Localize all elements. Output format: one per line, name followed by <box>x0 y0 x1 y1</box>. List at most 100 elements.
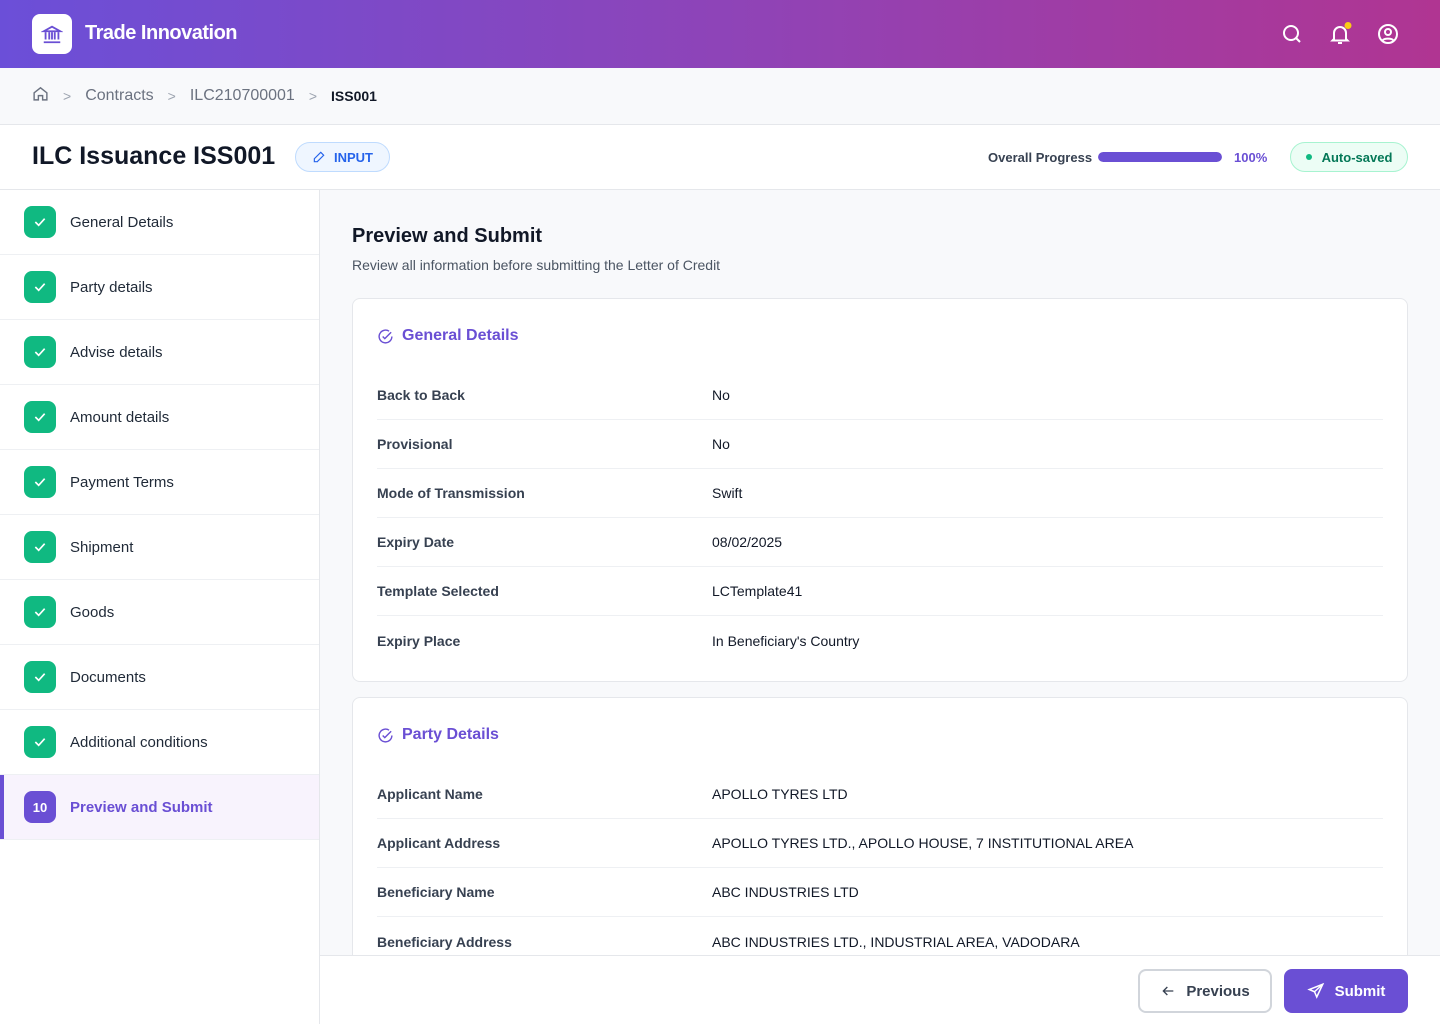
detail-label: Applicant Address <box>377 835 501 851</box>
detail-value: ABC INDUSTRIES LTD <box>712 884 859 900</box>
detail-row: Expiry Place In Beneficiary's Country <box>377 616 1383 665</box>
step-number: 10 <box>24 791 56 823</box>
submit-button[interactable]: Submit <box>1284 969 1408 1013</box>
card-title: General Details <box>402 327 519 344</box>
detail-value: Swift <box>712 485 743 501</box>
top-bar: Trade Innovation <box>0 0 1440 68</box>
detail-value: 08/02/2025 <box>712 534 783 550</box>
breadcrumb-contract-id[interactable]: ILC210700001 <box>189 87 295 104</box>
progress-value: 100% <box>1234 150 1268 165</box>
detail-row: Back to Back No <box>377 371 1383 420</box>
progress-label: Overall Progress <box>988 150 1093 165</box>
detail-label: Expiry Place <box>377 632 461 649</box>
step-item[interactable]: Additional conditions <box>0 710 319 775</box>
progress-fill <box>1098 152 1222 162</box>
breadcrumb-contracts[interactable]: Contracts <box>85 87 154 104</box>
detail-row: Template Selected LCTemplate41 <box>377 567 1383 616</box>
chevron-right-icon: > <box>308 88 318 104</box>
detail-value: No <box>712 436 730 452</box>
section-subtitle: Review all information before submitting… <box>352 257 721 273</box>
bell-icon[interactable] <box>1328 22 1352 46</box>
mode-badge: INPUT <box>295 142 390 172</box>
status-dot-icon <box>1305 154 1312 160</box>
auto-saved-badge: Auto-saved <box>1290 142 1408 172</box>
step-item[interactable]: Party details <box>0 255 319 320</box>
detail-label: Applicant Name <box>377 786 483 802</box>
detail-row: Beneficiary Name ABC INDUSTRIES LTD <box>377 868 1383 917</box>
step-label: Party details <box>70 278 153 296</box>
check-icon <box>24 466 56 498</box>
step-item[interactable]: Shipment <box>0 515 319 580</box>
brand-name: Trade Innovation <box>85 22 238 44</box>
detail-value: ABC INDUSTRIES LTD., INDUSTRIAL AREA, VA… <box>712 933 1080 950</box>
step-label: Amount details <box>70 408 170 426</box>
step-item[interactable]: Goods <box>0 580 319 645</box>
send-icon <box>1306 982 1324 999</box>
detail-row: Applicant Address APOLLO TYRES LTD., APOL… <box>377 819 1383 868</box>
detail-row: Applicant Name APOLLO TYRES LTD <box>377 770 1383 819</box>
step-label: Payment Terms <box>70 473 174 491</box>
step-item[interactable]: Amount details <box>0 385 319 450</box>
breadcrumb-current: ISS001 <box>331 88 377 104</box>
check-icon <box>24 531 56 563</box>
detail-label: Beneficiary Address <box>377 933 512 950</box>
detail-row: Provisional No <box>377 420 1383 469</box>
check-circle-icon <box>378 727 393 743</box>
chevron-right-icon: > <box>167 88 176 104</box>
previous-button[interactable]: Previous <box>1138 969 1272 1013</box>
card-title: Party Details <box>402 726 499 743</box>
card-header: General Details <box>377 299 1383 371</box>
detail-row: Mode of Transmission Swift <box>377 469 1383 518</box>
step-item[interactable]: General Details <box>0 190 319 255</box>
card-header: Party Details <box>377 698 1383 770</box>
user-account-icon[interactable] <box>1376 22 1400 46</box>
step-item[interactable]: Payment Terms <box>0 450 319 515</box>
detail-value: LCTemplate41 <box>712 583 803 599</box>
step-label: General Details <box>70 213 174 231</box>
detail-label: Mode of Transmission <box>377 485 525 501</box>
section-title: Preview and Submit <box>352 225 543 247</box>
detail-label: Expiry Date <box>377 534 455 550</box>
check-icon <box>24 401 56 433</box>
step-label: Advise details <box>70 343 163 361</box>
detail-label: Beneficiary Name <box>377 884 495 900</box>
submit-label: Submit <box>1334 982 1386 1000</box>
detail-label: Template Selected <box>377 583 499 599</box>
detail-row: Expiry Date 08/02/2025 <box>377 518 1383 567</box>
mode-badge-label: INPUT <box>334 149 373 165</box>
step-item[interactable]: Documents <box>0 645 319 710</box>
footer-actions: Previous Submit <box>320 955 1440 1024</box>
step-label: Goods <box>70 603 115 621</box>
detail-value: APOLLO TYRES LTD <box>712 786 848 802</box>
summary-card: Party Details Applicant Name APOLLO TYRES … <box>352 697 1408 955</box>
check-icon <box>24 661 56 693</box>
step-label: Shipment <box>70 538 134 556</box>
step-item[interactable]: Advise details <box>0 320 319 385</box>
steps-sidebar: General Details Party details Advise detai… <box>0 190 320 1024</box>
page-title: ILC Issuance ISS001 <box>32 142 276 170</box>
detail-value: APOLLO TYRES LTD., APOLLO HOUSE, 7 INSTI… <box>712 835 1134 851</box>
check-circle-icon <box>378 328 393 344</box>
home-icon[interactable] <box>32 85 49 107</box>
breadcrumb: > Contracts > ILC210700001 > ISS001 <box>0 68 1440 125</box>
pencil-icon <box>313 151 325 163</box>
previous-label: Previous <box>1186 982 1250 1000</box>
step-item[interactable]: 10 Preview and Submit <box>0 775 319 840</box>
bank-logo-icon[interactable] <box>32 14 72 54</box>
step-label: Preview and Submit <box>70 798 213 816</box>
step-label: Documents <box>70 668 146 686</box>
check-icon <box>24 206 56 238</box>
search-icon[interactable] <box>1280 22 1304 46</box>
detail-value: No <box>712 387 730 403</box>
page-header: ILC Issuance ISS001 INPUT Overall Progre… <box>0 125 1440 190</box>
summary-card: General Details Back to Back No Provisional… <box>352 298 1408 682</box>
detail-value: In Beneficiary's Country <box>712 632 860 649</box>
progress-bar <box>1098 152 1222 162</box>
chevron-right-icon: > <box>63 88 72 104</box>
detail-row: Beneficiary Address ABC INDUSTRIES LTD., … <box>377 917 1383 955</box>
check-icon <box>24 336 56 368</box>
check-icon <box>24 271 56 303</box>
step-label: Additional conditions <box>70 733 208 751</box>
detail-label: Provisional <box>377 436 453 452</box>
arrow-left-icon <box>1162 986 1174 996</box>
